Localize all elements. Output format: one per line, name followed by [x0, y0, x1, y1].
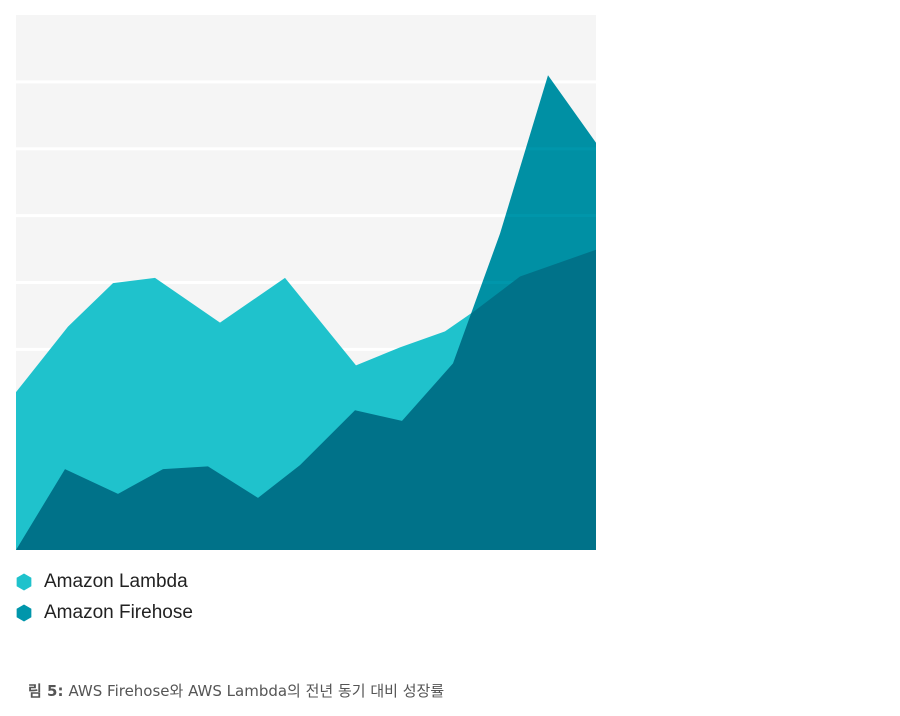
area [16, 75, 596, 550]
caption-label: 림 5: [28, 682, 63, 700]
legend-marker [16, 604, 32, 622]
legend-marker [16, 573, 32, 591]
legend-label: Amazon Firehose [44, 602, 193, 623]
caption: 림 5: AWS Firehose와 AWS Lambda의 전년 동기 대비 성… [28, 682, 444, 700]
legend-label: Amazon Lambda [44, 571, 188, 592]
caption-text: AWS Firehose와 AWS Lambda의 전년 동기 대비 성장률 [68, 682, 444, 700]
